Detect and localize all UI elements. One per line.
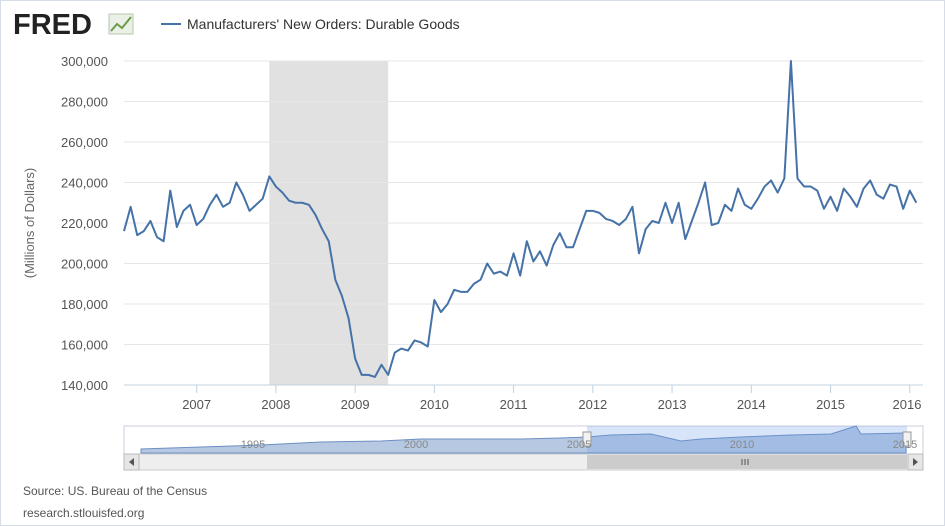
y-tick-label: 220,000: [61, 216, 108, 231]
x-tick-label: 2013: [658, 397, 687, 412]
y-axis-title: (Millions of Dollars): [22, 168, 37, 279]
y-tick-label: 160,000: [61, 338, 108, 353]
x-tick-label: 2014: [737, 397, 766, 412]
y-tick-label: 140,000: [61, 378, 108, 393]
navigator-label: 2005: [567, 439, 591, 451]
source: Source: US. Bureau of the Census: [23, 484, 208, 498]
navigator-label: 2010: [730, 439, 754, 451]
x-tick-label: 2016: [893, 397, 922, 412]
y-tick-label: 240,000: [61, 176, 108, 191]
x-tick-label: 2011: [500, 397, 528, 412]
navigator-handle[interactable]: [582, 431, 592, 447]
scroll-right-arrow: [913, 458, 918, 466]
y-tick-label: 280,000: [61, 95, 108, 110]
navigator-label: 1995: [241, 439, 265, 451]
navigator-handle[interactable]: [902, 431, 912, 447]
x-tick-label: 2009: [341, 397, 370, 412]
x-tick-label: 2008: [261, 397, 290, 412]
y-tick-label: 180,000: [61, 297, 108, 312]
plot: [123, 60, 923, 393]
scrollbar-thumb[interactable]: [587, 455, 907, 469]
navigator-area: [140, 425, 907, 454]
scroll-left-arrow: [129, 458, 134, 466]
x-tick-label: 2012: [578, 397, 607, 412]
x-tick-label: 2015: [816, 397, 845, 412]
legend-label[interactable]: Manufacturers' New Orders: Durable Goods: [187, 16, 460, 32]
y-tick-label: 260,000: [61, 135, 108, 150]
scrollbar-grip: [741, 459, 749, 465]
navigator-selection[interactable]: [587, 426, 907, 454]
chart: FRED 1995 2000 2005 2010 2015 140,000 160,000…: [13, 9, 924, 471]
navigator-label: 2015: [893, 439, 917, 451]
data-line: [123, 60, 918, 378]
logo-icon: [108, 13, 134, 35]
site-link[interactable]: research.stlouisfed.org: [23, 506, 145, 520]
y-tick-label: 300,000: [61, 54, 108, 69]
logo: FRED: [13, 9, 92, 41]
navigator: 1995 2000 2005 2010 2015: [123, 425, 924, 471]
navigator-label: 2000: [404, 439, 428, 451]
x-tick-label: 2010: [420, 397, 449, 412]
y-tick-label: 200,000: [61, 257, 108, 272]
x-tick-label: 2007: [182, 397, 211, 412]
